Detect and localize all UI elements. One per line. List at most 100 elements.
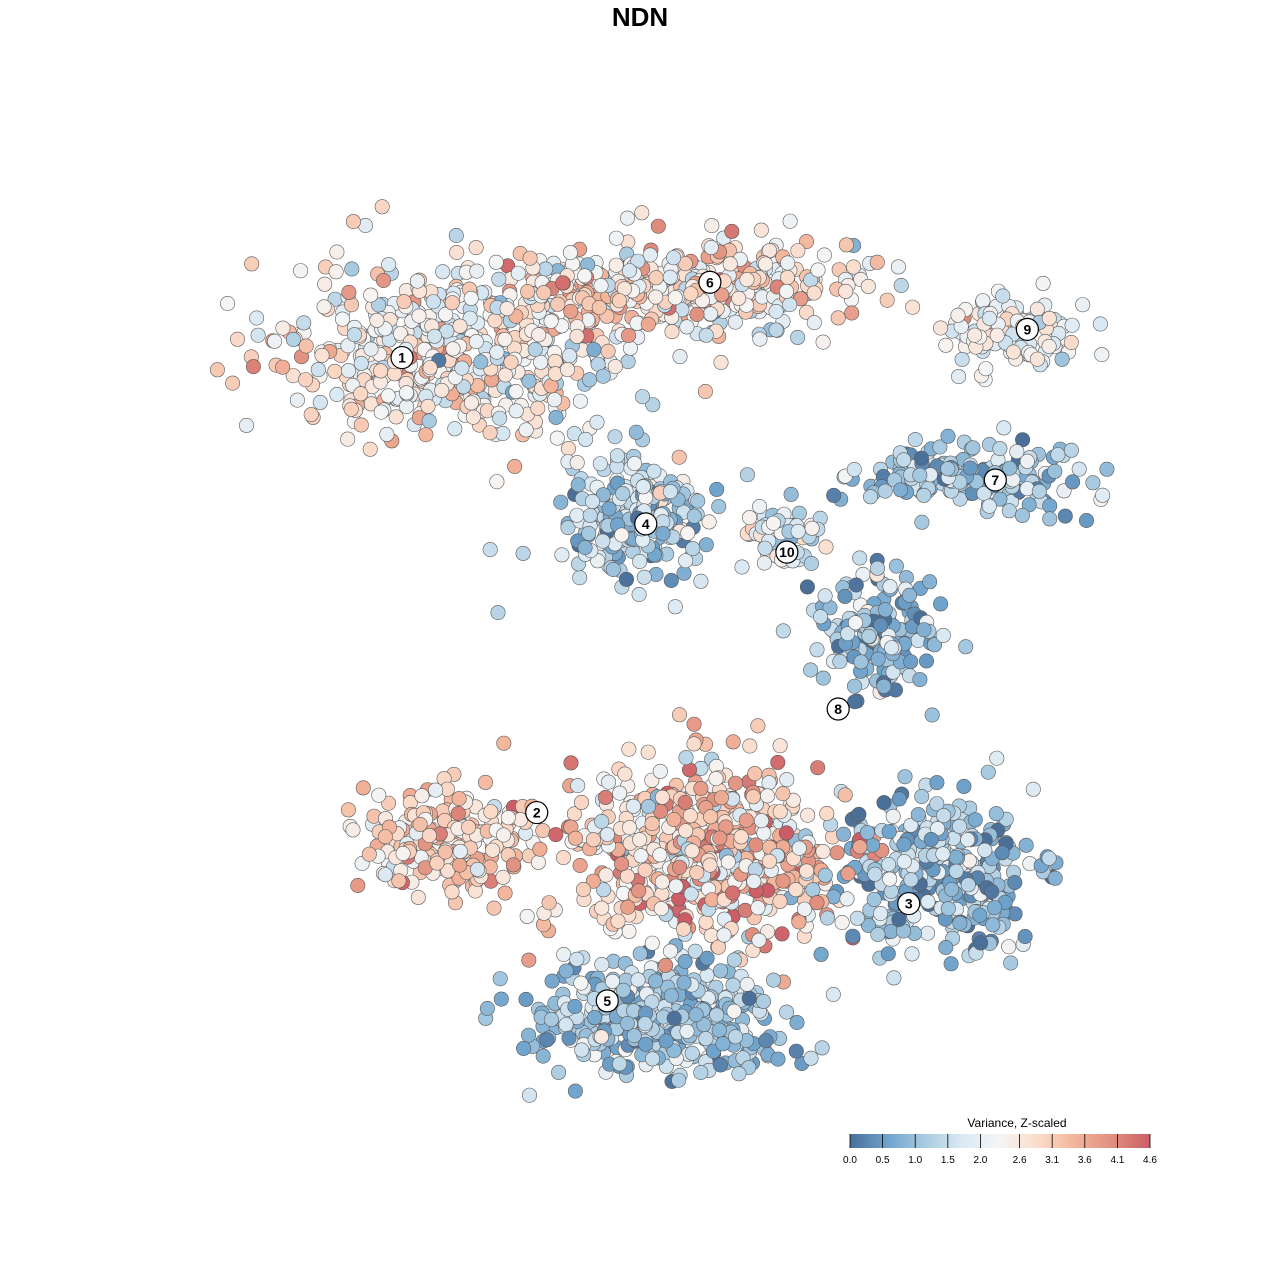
data-point (636, 569, 652, 585)
data-point (933, 320, 949, 336)
data-point (293, 263, 309, 279)
data-point (249, 310, 265, 326)
legend-tick-label: 1.0 (908, 1155, 922, 1166)
data-point (655, 525, 671, 541)
data-point (989, 750, 1005, 766)
data-point (783, 486, 799, 502)
data-point (676, 565, 692, 581)
data-point (1057, 508, 1073, 524)
data-point (866, 891, 882, 907)
data-point (414, 788, 430, 804)
data-point (759, 788, 775, 804)
data-point (640, 744, 656, 760)
data-point (916, 487, 932, 503)
data-point (595, 487, 611, 503)
data-point (940, 428, 956, 444)
data-point (882, 871, 898, 887)
data-point (1041, 310, 1057, 326)
data-point (631, 586, 647, 602)
data-point (521, 952, 537, 968)
data-point (940, 461, 956, 477)
data-point (753, 222, 769, 238)
data-point (398, 385, 414, 401)
data-point (891, 911, 907, 927)
data-point (615, 982, 631, 998)
data-point (912, 672, 928, 688)
data-point (594, 813, 610, 829)
data-point (796, 901, 812, 917)
data-point (572, 393, 588, 409)
data-point (230, 331, 246, 347)
data-point (819, 910, 835, 926)
cluster-label-text: 4 (642, 516, 650, 532)
data-point (553, 494, 569, 510)
data-point (567, 830, 583, 846)
data-point (725, 734, 741, 750)
data-point (1063, 442, 1079, 458)
data-point (598, 867, 614, 883)
data-point (558, 1017, 574, 1033)
data-point (650, 218, 666, 234)
data-point (809, 642, 825, 658)
data-point (662, 484, 678, 500)
data-point (632, 832, 648, 848)
data-point (675, 921, 691, 937)
data-point (567, 998, 583, 1014)
data-point (420, 398, 436, 414)
data-point (648, 289, 664, 305)
data-point (779, 772, 795, 788)
data-point (343, 401, 359, 417)
data-point (483, 804, 499, 820)
data-point (789, 1014, 805, 1030)
data-point (631, 883, 647, 899)
data-point (554, 547, 570, 563)
data-point (829, 845, 845, 861)
data-point (536, 285, 552, 301)
data-point (587, 1010, 603, 1026)
data-point (591, 299, 607, 315)
data-point (601, 501, 617, 517)
data-point (285, 331, 301, 347)
data-point (686, 736, 702, 752)
data-point (747, 766, 763, 782)
data-point (758, 1033, 774, 1049)
data-point (913, 450, 929, 466)
data-point (1054, 351, 1070, 367)
data-point (653, 901, 669, 917)
data-point (398, 399, 414, 415)
data-point (374, 199, 390, 215)
data-point (877, 602, 893, 618)
cluster-label-10: 10 (775, 540, 799, 564)
data-point (731, 1066, 747, 1082)
data-point (667, 599, 683, 615)
data-point (905, 299, 921, 315)
data-point (469, 263, 485, 279)
data-point (1071, 461, 1087, 477)
data-point (826, 487, 842, 503)
data-point (634, 389, 650, 405)
data-point (543, 1011, 559, 1027)
data-point (1047, 463, 1063, 479)
data-point (869, 560, 885, 576)
data-point (853, 654, 869, 670)
data-point (671, 707, 687, 723)
data-point (859, 825, 875, 841)
data-point (503, 354, 519, 370)
data-point (645, 397, 661, 413)
data-point (739, 272, 755, 288)
data-point (809, 895, 825, 911)
data-point (739, 976, 755, 992)
data-point (677, 953, 693, 969)
data-point (703, 306, 719, 322)
data-point (611, 293, 627, 309)
data-point (845, 928, 861, 944)
data-point (608, 257, 624, 273)
data-point (377, 867, 393, 883)
legend-tick-label: 0.0 (843, 1155, 857, 1166)
data-point (298, 338, 314, 354)
data-point (1099, 461, 1115, 477)
data-point (847, 694, 863, 710)
data-point (725, 885, 741, 901)
cluster-label-text: 1 (398, 350, 406, 366)
data-point (328, 264, 344, 280)
